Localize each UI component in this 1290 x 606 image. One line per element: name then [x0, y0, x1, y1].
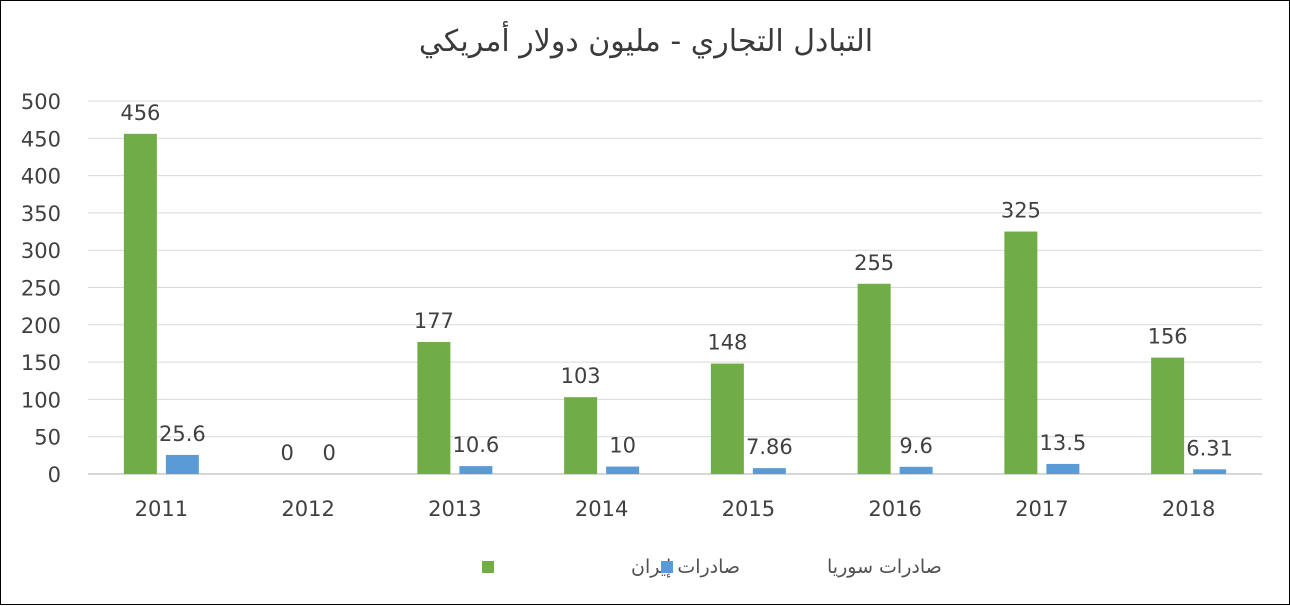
data-label-syria-2017: 13.5 [1039, 431, 1086, 455]
legend-swatch-iran [482, 561, 494, 573]
y-axis-tick-labels: 0 50 100 150 200 250 300 350 400 450 500 [21, 90, 61, 487]
bar-iran-2017 [1004, 231, 1038, 474]
bar-iran-2018 [1151, 357, 1185, 474]
data-label-iran-2013: 177 [414, 309, 454, 333]
data-label-iran-2014: 103 [561, 364, 601, 388]
y-tick-label: 250 [21, 277, 61, 301]
y-tick-label: 350 [21, 202, 61, 226]
x-tick-label: 2017 [1015, 497, 1068, 521]
x-tick-label: 2013 [428, 497, 481, 521]
data-label-syria-2014: 10 [609, 434, 636, 458]
y-tick-label: 500 [21, 90, 61, 114]
y-tick-label: 150 [21, 351, 61, 375]
data-label-iran-2015: 148 [707, 331, 747, 355]
x-tick-label: 2018 [1162, 497, 1215, 521]
data-label-syria-2015: 7.86 [746, 435, 793, 459]
bar-syria-2015 [752, 468, 786, 474]
y-tick-label: 0 [48, 463, 61, 487]
bar-iran-2015 [710, 363, 744, 474]
x-tick-label: 2011 [135, 497, 188, 521]
legend-label-iran: صادرات إيران [631, 556, 740, 579]
bar-iran-2013 [417, 341, 451, 474]
y-tick-label: 100 [21, 388, 61, 412]
data-label-syria-2012: 0 [322, 441, 335, 465]
x-tick-label: 2016 [868, 497, 921, 521]
legend-swatch-syria [661, 561, 673, 573]
bar-iran-2016 [857, 283, 891, 474]
data-label-iran-2011: 456 [120, 101, 160, 125]
bar-syria-2017 [1046, 463, 1080, 474]
y-tick-label: 200 [21, 314, 61, 338]
bar-syria-2013 [459, 466, 493, 474]
grid-layer [88, 100, 1262, 475]
data-label-iran-2018: 156 [1148, 325, 1188, 349]
bar-iran-2011 [123, 133, 157, 474]
data-labels: 456 25.6 0 0 177 10.6 103 10 148 7.86 255 9.6 325 13.… [120, 101, 1233, 465]
bar-syria-2016 [899, 466, 933, 474]
x-tick-label: 2014 [575, 497, 628, 521]
data-label-syria-2016: 9.6 [899, 434, 932, 458]
chart-title: التبادل التجاري - مليون دولار أمريكي [419, 20, 873, 59]
data-label-iran-2017: 325 [1001, 199, 1041, 223]
legend: صادرات إيران صادرات سوريا [482, 556, 942, 579]
x-axis-tick-labels: 2011 2012 2013 2014 2015 2016 2017 2018 [135, 497, 1216, 521]
bar-syria-2011 [165, 454, 199, 474]
data-label-syria-2018: 6.31 [1186, 436, 1233, 460]
bar-syria-2014 [606, 466, 640, 474]
x-tick-label: 2015 [722, 497, 775, 521]
data-label-iran-2016: 255 [854, 251, 894, 275]
bars [123, 133, 1227, 474]
x-tick-label: 2012 [281, 497, 334, 521]
y-tick-label: 50 [34, 426, 61, 450]
bar-iran-2014 [564, 397, 598, 474]
data-label-iran-2012: 0 [280, 441, 293, 465]
data-label-syria-2013: 10.6 [452, 433, 499, 457]
y-tick-label: 400 [21, 165, 61, 189]
bar-syria-2018 [1193, 469, 1227, 474]
legend-label-syria: صادرات سوريا [827, 556, 942, 578]
y-tick-label: 300 [21, 239, 61, 263]
y-tick-label: 450 [21, 127, 61, 151]
data-label-syria-2011: 25.6 [159, 422, 206, 446]
